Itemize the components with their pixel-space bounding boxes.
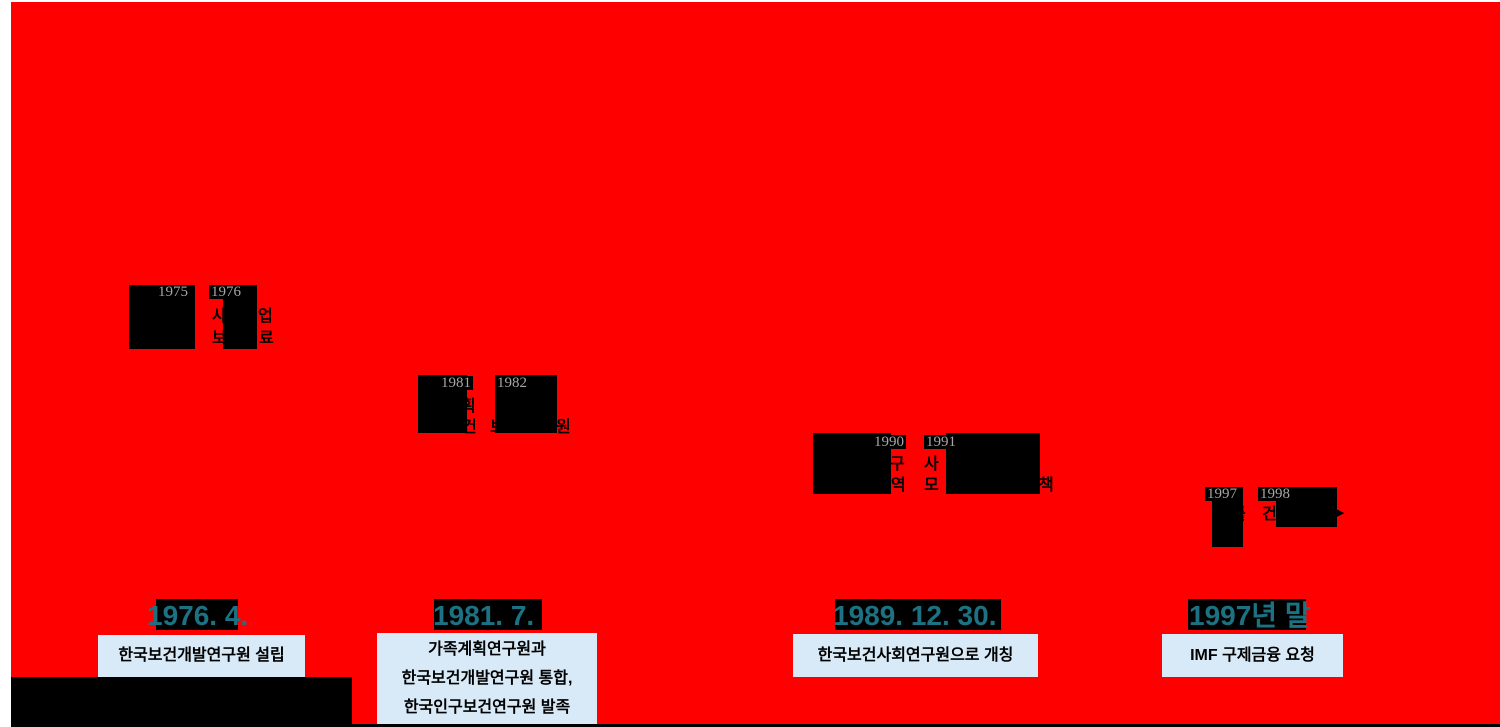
milestone-callout: 한국보건개발연구원 설립 [98, 635, 305, 677]
milestone-date: 1976. 4. [147, 600, 249, 631]
milestone-callout: IMF 구제금융 요청 [1162, 634, 1343, 677]
milestone-callout-text: 한국보건개발연구원 통합, [401, 670, 573, 687]
milestone-callout-text: 한국보건개발연구원 설립 [118, 647, 285, 664]
milestone-callout-text: 한국인구보건연구원 발족 [403, 699, 571, 716]
milestone-callout-text: 한국보건사회연구원으로 개칭 [817, 646, 1014, 664]
caption-fragment: 구 [890, 456, 905, 473]
photo-1991 [946, 433, 1040, 494]
caption-fragment: 건 [1262, 506, 1277, 523]
milestone-callout: 한국보건사회연구원으로 개칭 [793, 634, 1038, 677]
caption-fragment: 역 [891, 477, 906, 494]
caption-fragment: 책 [1039, 477, 1054, 494]
caption-fragment: 모 [924, 477, 939, 494]
milestone-date-highlight [835, 599, 1001, 630]
milestone-callout-text: IMF 구제금융 요청 [1190, 646, 1315, 664]
year-label-1975: 1975 [156, 284, 190, 300]
milestone-date: 1989. 12. 30. [833, 600, 997, 631]
milestone-callout-text: 가족계획연구원과 [428, 641, 546, 658]
milestone-date: 1997년 말 [1189, 600, 1311, 631]
arrow-right-icon: ▶ [1333, 504, 1345, 521]
caption-fragment: 원 [556, 419, 571, 436]
caption-fragment: 료 [259, 330, 274, 347]
year-label-1982: 1982 [495, 375, 529, 391]
caption-fragment: 업 [258, 308, 273, 325]
year-label-1990: 1990 [872, 434, 906, 450]
bottom-left-image [11, 677, 352, 727]
year-label-1997: 1997 [1205, 486, 1239, 502]
milestone-date: 1981. 7. [433, 600, 535, 631]
milestone-callout: 가족계획연구원과 한국보건개발연구원 통합, 한국인구보건연구원 발족 [377, 633, 597, 724]
milestone-date-highlight [434, 599, 542, 630]
year-label-1981: 1981 [439, 375, 473, 391]
year-label-1976: 1976 [209, 284, 243, 300]
milestone-date-highlight [156, 599, 238, 630]
caption-fragment: 사 [924, 456, 939, 473]
bottom-edge-bar [11, 724, 1500, 727]
milestone-date-highlight [1188, 599, 1306, 630]
year-label-1998: 1998 [1258, 486, 1292, 502]
year-label-1991: 1991 [924, 434, 958, 450]
